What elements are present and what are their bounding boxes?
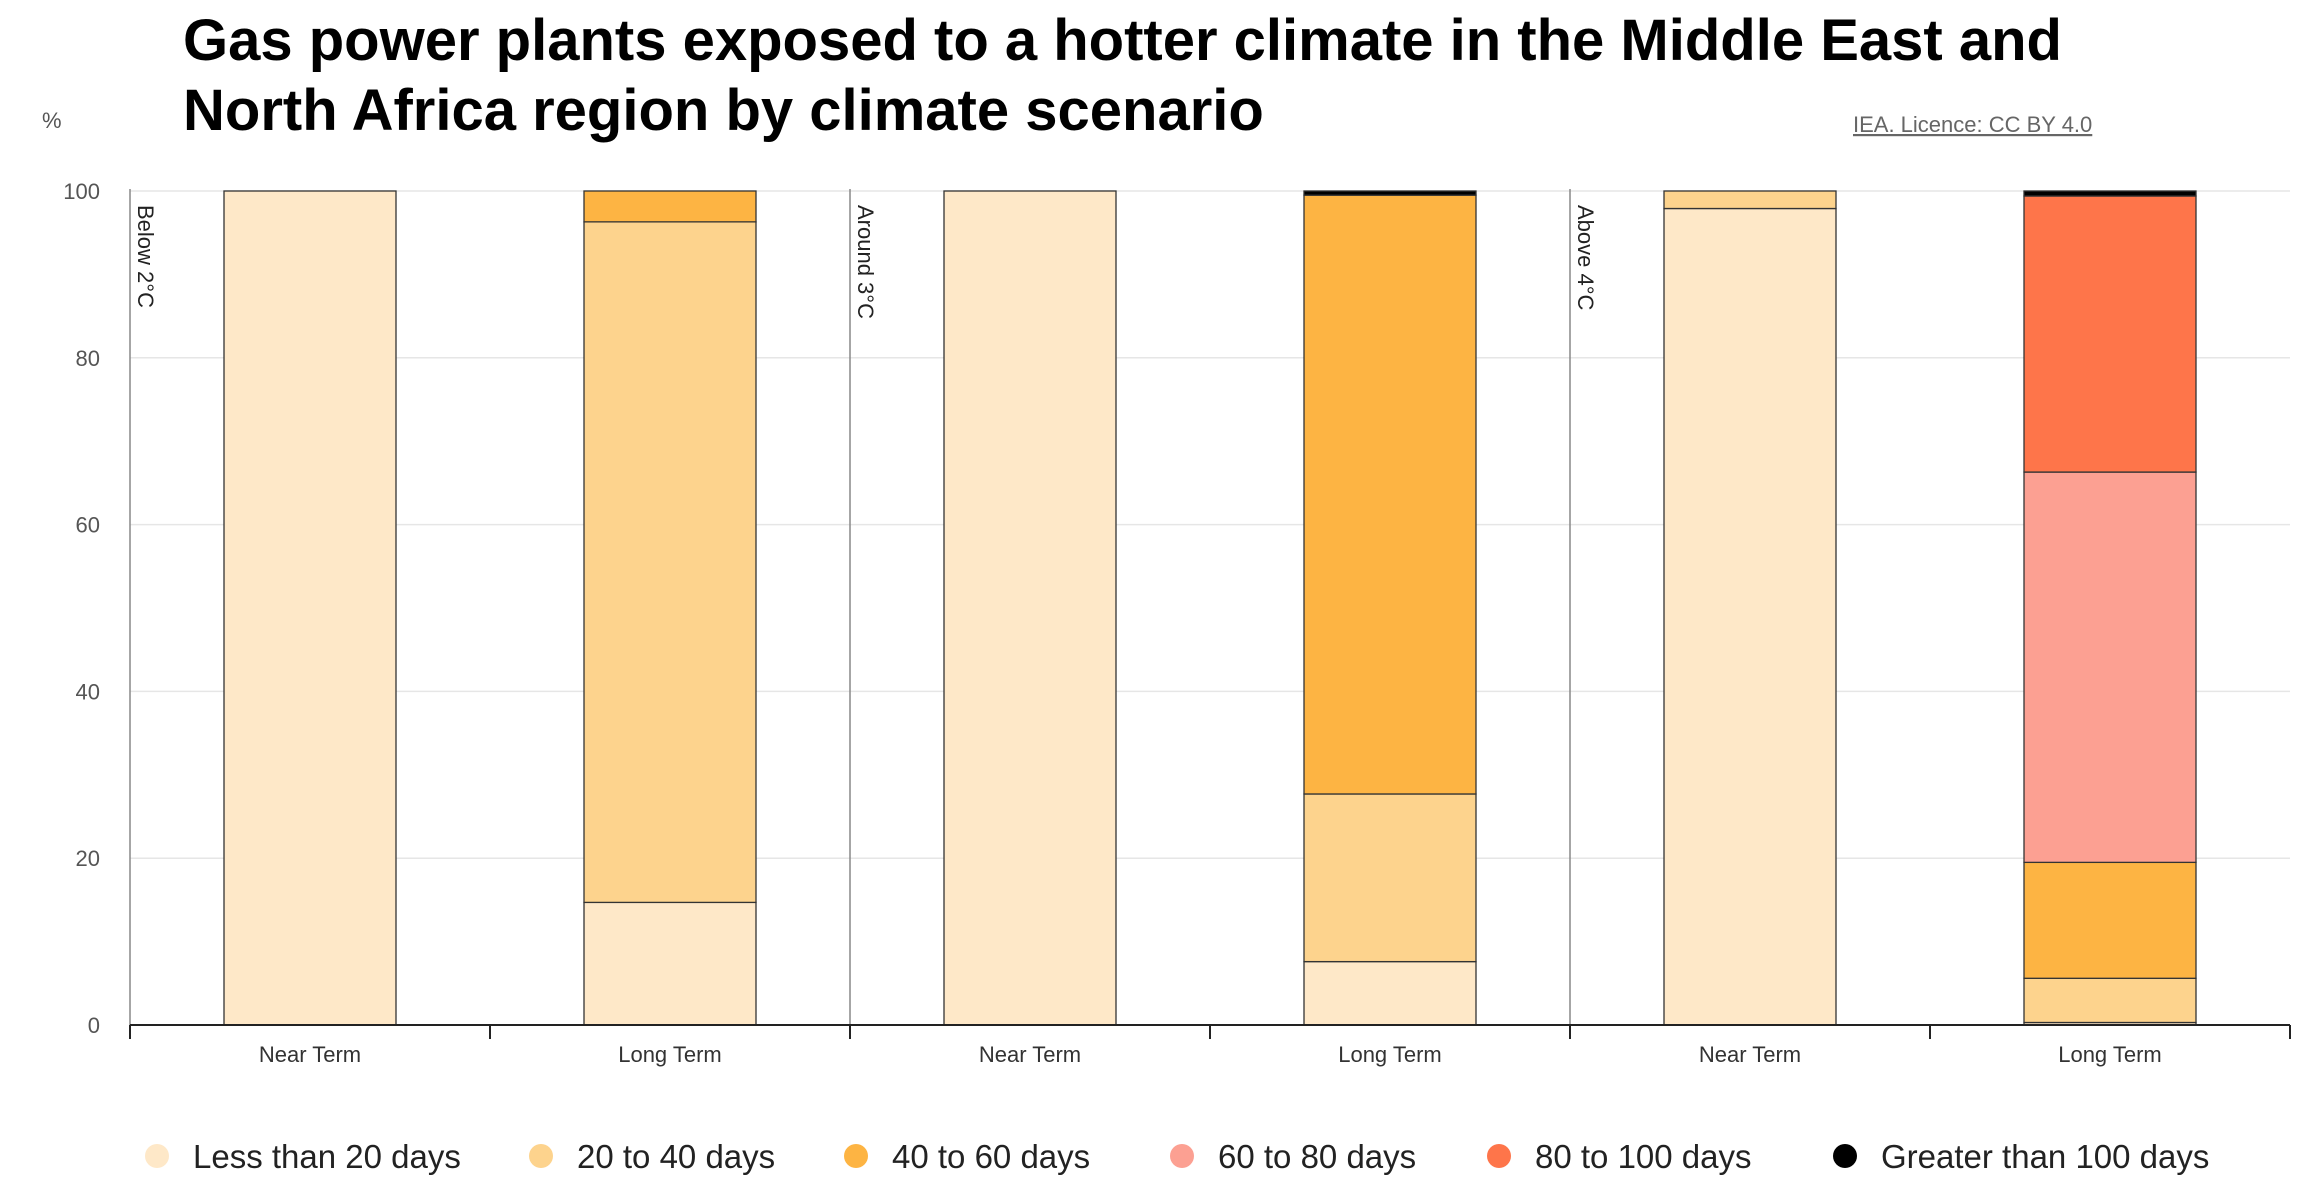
x-tick-label: Near Term	[979, 1042, 1081, 1067]
y-tick-label: 80	[76, 346, 100, 371]
legend-marker	[844, 1144, 868, 1168]
y-tick-label: 100	[63, 179, 100, 204]
bar-segment	[1303, 194, 1477, 795]
legend-marker	[145, 1144, 169, 1168]
x-tick-label: Near Term	[259, 1042, 361, 1067]
bar-segment	[2023, 195, 2197, 473]
y-tick-label: 60	[76, 513, 100, 538]
gridlines	[130, 190, 2290, 859]
y-tick-label: 40	[76, 679, 100, 704]
x-tick-label: Long Term	[2058, 1042, 2162, 1067]
legend-label: 80 to 100 days	[1535, 1138, 1752, 1175]
x-tick-label: Near Term	[1699, 1042, 1801, 1067]
bar-segment	[583, 221, 757, 904]
legend-label: Greater than 100 days	[1881, 1138, 2209, 1175]
y-tick-label: 0	[88, 1013, 100, 1038]
chart-title-line-2: North Africa region by climate scenario	[183, 78, 1264, 143]
panel-label: Above 4°C	[1573, 205, 1598, 311]
x-axis: Near Term Long Term Near Term Long Term Near…	[129, 1024, 2291, 1067]
bar-segment	[1663, 190, 1837, 210]
panel-dividers: Below 2°C Around 3°C Above 4°C	[129, 189, 1598, 1025]
bar-segment	[2023, 190, 2197, 197]
legend-label: Less than 20 days	[193, 1138, 461, 1175]
x-tick-label: Long Term	[618, 1042, 722, 1067]
chart-title-line-1: Gas power plants exposed to a hotter cli…	[183, 8, 2062, 73]
bar-segment	[2023, 861, 2197, 979]
legend-marker	[529, 1144, 553, 1168]
legend-label: 40 to 60 days	[892, 1138, 1090, 1175]
bar-segment	[1303, 793, 1477, 963]
bars	[223, 190, 2197, 1026]
bar-segment	[1303, 960, 1477, 1026]
bar-segment	[223, 190, 397, 1026]
legend: Less than 20 days 20 to 40 days 40 to 60 d…	[145, 1138, 2209, 1175]
y-axis: 0 20 40 60 80 100	[63, 179, 100, 1038]
credit-link[interactable]: IEA. Licence: CC BY 4.0	[1853, 112, 2092, 137]
legend-label: 60 to 80 days	[1218, 1138, 1416, 1175]
panel-label: Around 3°C	[853, 205, 878, 319]
bar-segment	[583, 190, 757, 223]
bar-segment	[2023, 471, 2197, 864]
bar-segment	[943, 190, 1117, 1026]
panel-label: Below 2°C	[133, 205, 158, 308]
legend-label: 20 to 40 days	[577, 1138, 775, 1175]
x-tick-label: Long Term	[1338, 1042, 1442, 1067]
legend-marker	[1487, 1144, 1511, 1168]
bar-segment	[1663, 207, 1837, 1026]
bar-segment	[583, 901, 757, 1026]
y-tick-label: 20	[76, 846, 100, 871]
legend-marker	[1833, 1144, 1857, 1168]
legend-marker	[1170, 1144, 1194, 1168]
bar-segment	[1303, 190, 1477, 196]
bar-segment	[2023, 977, 2197, 1024]
y-axis-unit: %	[42, 108, 62, 133]
